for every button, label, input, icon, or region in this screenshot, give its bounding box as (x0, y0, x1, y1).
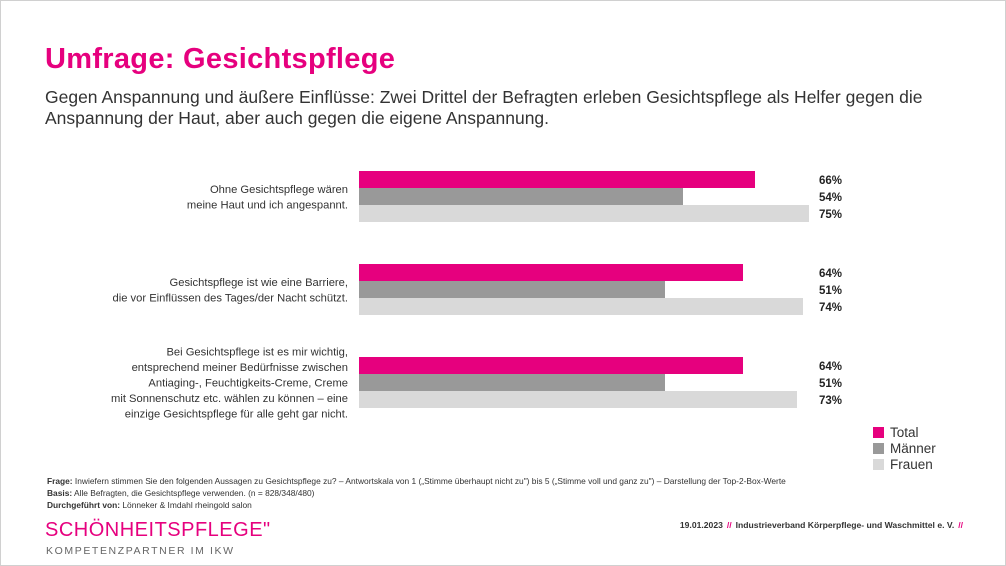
bar-frauen-1 (359, 205, 809, 222)
bar-total-3 (359, 357, 743, 374)
page-title: Umfrage: Gesichtspflege (45, 43, 396, 75)
category-label-line: die vor Einflüssen des Tages/der Nacht s… (113, 292, 348, 304)
value-label: 73% (819, 395, 842, 407)
category-label-line: Antiaging-, Feuchtigkeits-Creme, Creme (148, 378, 348, 390)
footnote-durch-label: Durchgeführt von: (47, 500, 121, 510)
category-label-line: einzige Gesichtspflege für alle geht gar… (125, 409, 348, 421)
footnote-basis-text: Alle Befragten, die Gesichtspflege verwe… (72, 488, 315, 498)
footnote-frage: Frage: Inwiefern stimmen Sie den folgend… (47, 476, 786, 486)
legend-label-maenner: Männer (890, 440, 936, 456)
footnote-basis: Basis: Alle Befragten, die Gesichtspfleg… (47, 488, 314, 498)
bar-frauen-3 (359, 391, 797, 408)
legend-item-frauen: Frauen (873, 456, 936, 472)
value-label: 51% (819, 285, 842, 297)
chart-legend: Total Männer Frauen (873, 424, 936, 472)
legend-label-frauen: Frauen (890, 456, 933, 472)
footer-date: 19.01.2023 (679, 520, 723, 530)
footer-separator: // (726, 520, 732, 530)
value-label: 54% (819, 192, 842, 204)
legend-item-maenner: Männer (873, 440, 936, 456)
value-label: 51% (819, 378, 842, 390)
value-label: 66% (819, 175, 842, 187)
legend-item-total: Total (873, 424, 936, 440)
category-label-line: meine Haut und ich angespannt. (187, 199, 348, 211)
legend-swatch-total (873, 426, 884, 438)
category-label-line: entsprechend meiner Bedürfnisse zwischen (132, 362, 348, 374)
footnote-durch-text: Lönneker & Imdahl rheingold salon (120, 500, 252, 510)
page-subtitle: Gegen Anspannung und äußere Einflüsse: Z… (45, 87, 923, 128)
brand-logo: SCHÖNHEITSPFLEGE" (45, 519, 271, 541)
bar-frauen-2 (359, 298, 803, 315)
footer-organization: Industrieverband Körperpflege- und Wasch… (735, 520, 955, 530)
footer-info: 19.01.2023//Industrieverband Körperpfleg… (680, 520, 967, 530)
footnote-frage-text: Inwiefern stimmen Sie den folgenden Auss… (72, 476, 786, 486)
legend-swatch-maenner (873, 442, 884, 454)
bar-mnner-2 (359, 281, 665, 298)
category-label-line: Gesichtspflege ist wie eine Barriere, (170, 277, 348, 289)
legend-swatch-frauen (873, 458, 884, 470)
bar-total-1 (359, 171, 755, 188)
footnote-basis-label: Basis: (47, 488, 73, 498)
footnote-frage-label: Frage: (47, 476, 73, 486)
bar-chart: Ohne Gesichtspflege wären meine Haut und … (111, 171, 842, 421)
value-label: 75% (819, 209, 842, 221)
value-label: 74% (819, 302, 842, 314)
footer-separator-end: // (958, 520, 963, 530)
category-label: Ohne Gesichtspflege wären meine Haut und … (187, 184, 348, 212)
bar-mnner-1 (359, 188, 683, 205)
category-label-line: Ohne Gesichtspflege wären (210, 184, 348, 196)
category-label-line: mit Sonnenschutz etc. wählen zu können –… (111, 393, 348, 405)
category-label-line: Bei Gesichtspflege ist es mir wichtig, (166, 347, 348, 359)
bar-mnner-3 (359, 374, 665, 391)
value-label: 64% (819, 361, 842, 373)
brand-tagline: KOMPETENZPARTNER IM IKW (46, 545, 235, 557)
category-label: Bei Gesichtspflege ist es mir wichtig, en… (111, 347, 348, 421)
footnote-durchgefuehrt: Durchgeführt von: Lönneker & Imdahl rhei… (47, 500, 252, 510)
value-label: 64% (819, 268, 842, 280)
category-label: Gesichtspflege ist wie eine Barriere, die… (113, 277, 348, 305)
bar-total-2 (359, 264, 743, 281)
legend-label-total: Total (890, 424, 919, 440)
